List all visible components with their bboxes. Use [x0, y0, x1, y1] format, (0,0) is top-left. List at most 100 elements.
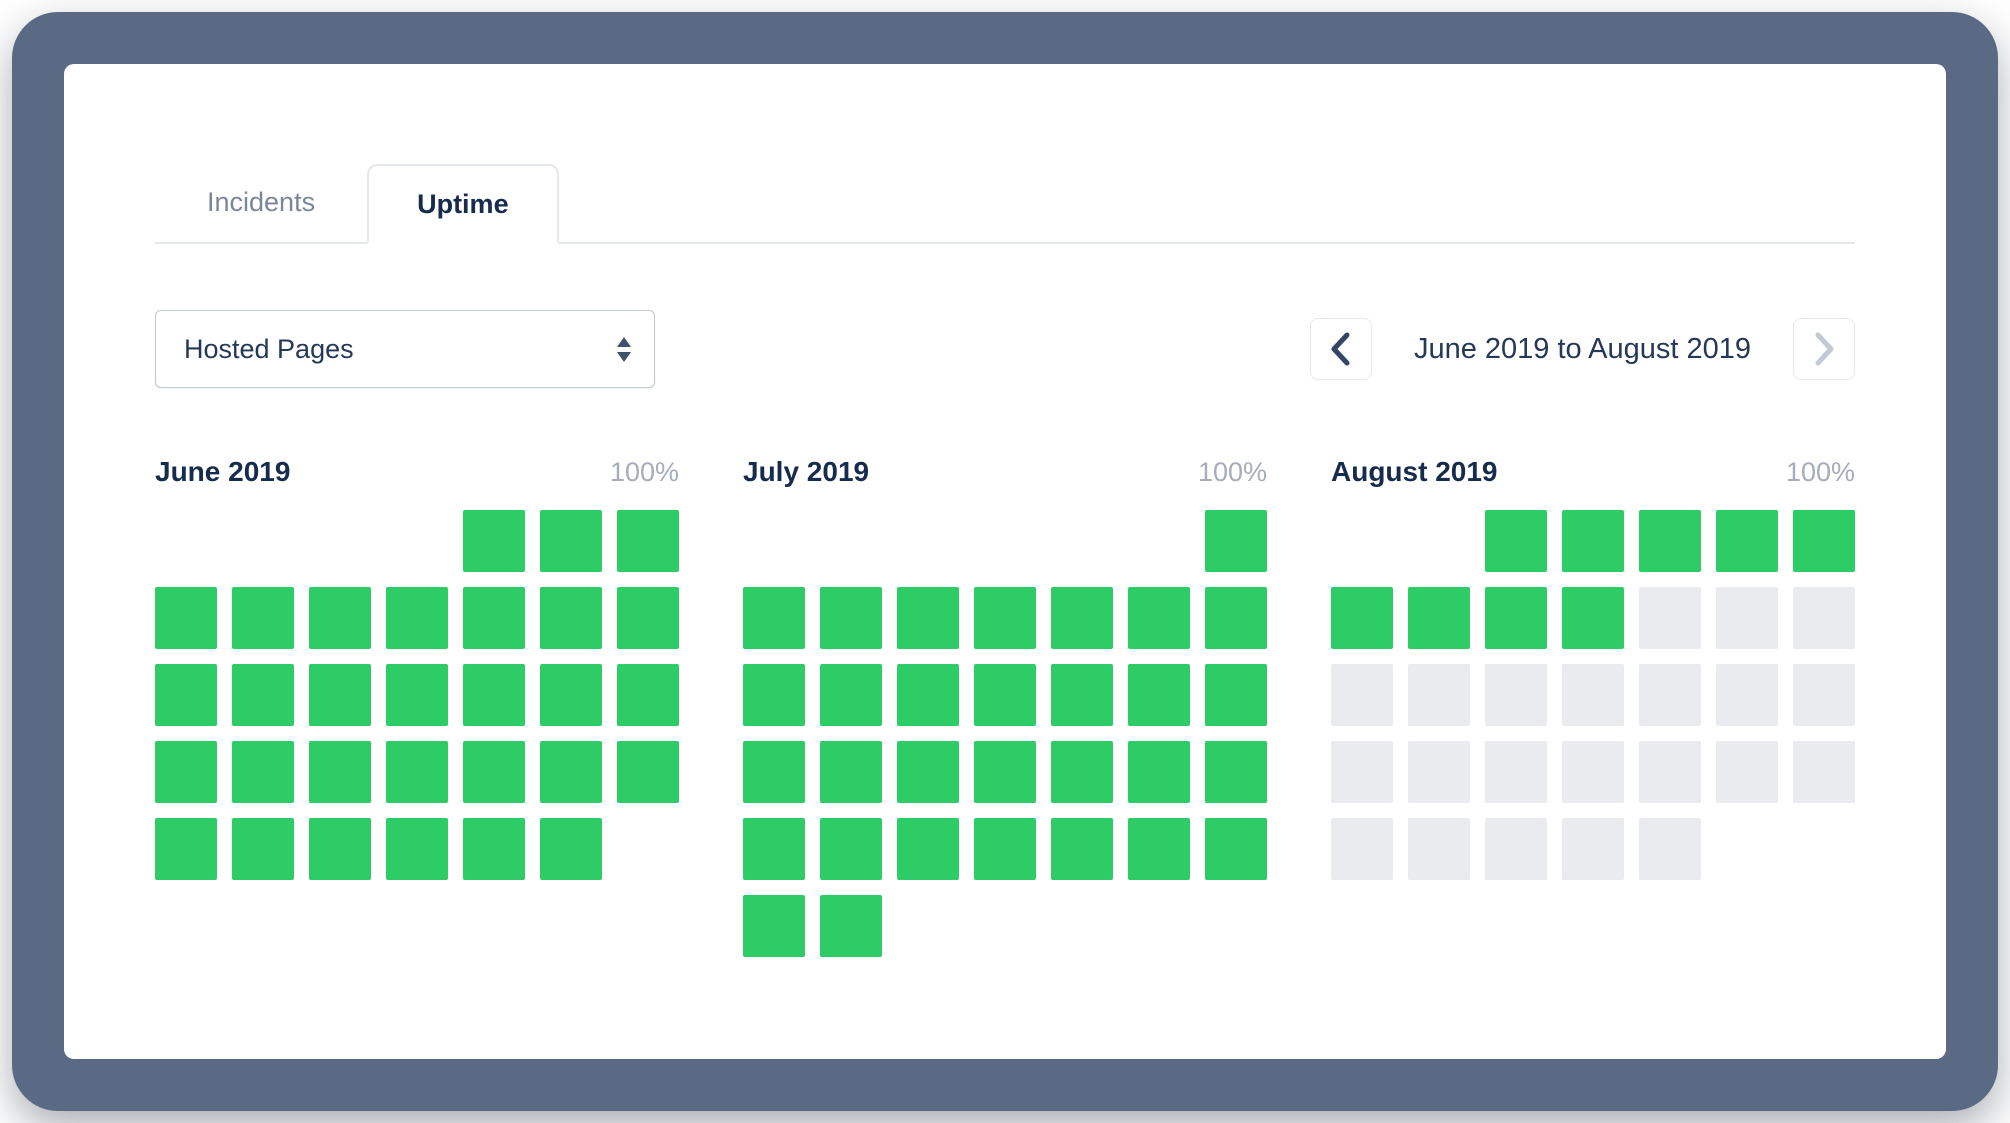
uptime-day-cell[interactable] [743, 895, 805, 957]
uptime-day-cell[interactable] [820, 664, 882, 726]
uptime-day-cell[interactable] [1485, 818, 1547, 880]
uptime-day-cell[interactable] [1331, 587, 1393, 649]
uptime-day-cell[interactable] [1716, 741, 1778, 803]
uptime-day-cell[interactable] [540, 510, 602, 572]
uptime-day-cell[interactable] [897, 587, 959, 649]
uptime-day-cell[interactable] [155, 818, 217, 880]
next-range-button[interactable] [1793, 318, 1855, 380]
uptime-day-cell[interactable] [820, 895, 882, 957]
uptime-day-cell[interactable] [1331, 741, 1393, 803]
uptime-day-cell[interactable] [820, 741, 882, 803]
uptime-day-cell[interactable] [463, 741, 525, 803]
uptime-day-cell[interactable] [1205, 741, 1267, 803]
uptime-day-cell[interactable] [232, 741, 294, 803]
month-name: August 2019 [1331, 456, 1498, 487]
uptime-day-cell[interactable] [820, 587, 882, 649]
uptime-day-cell[interactable] [463, 664, 525, 726]
uptime-day-cell[interactable] [1639, 587, 1701, 649]
uptime-day-cell[interactable] [1562, 510, 1624, 572]
uptime-day-cell[interactable] [309, 587, 371, 649]
uptime-day-cell[interactable] [1485, 664, 1547, 726]
uptime-day-cell[interactable] [974, 741, 1036, 803]
uptime-day-cell[interactable] [1485, 741, 1547, 803]
uptime-day-cell[interactable] [1408, 818, 1470, 880]
uptime-day-cell[interactable] [617, 587, 679, 649]
uptime-day-cell[interactable] [1793, 510, 1855, 572]
uptime-day-cell[interactable] [1716, 664, 1778, 726]
uptime-day-cell[interactable] [1128, 741, 1190, 803]
uptime-day-cell[interactable] [309, 818, 371, 880]
uptime-day-cell[interactable] [1639, 510, 1701, 572]
uptime-day-cell[interactable] [309, 664, 371, 726]
uptime-day-cell[interactable] [386, 587, 448, 649]
uptime-day-cell[interactable] [1639, 664, 1701, 726]
uptime-day-cell[interactable] [463, 587, 525, 649]
uptime-day-cell[interactable] [386, 818, 448, 880]
uptime-day-cell[interactable] [463, 818, 525, 880]
uptime-day-cell[interactable] [386, 664, 448, 726]
uptime-day-cell[interactable] [1051, 664, 1113, 726]
uptime-day-cell[interactable] [540, 818, 602, 880]
uptime-day-cell[interactable] [1331, 818, 1393, 880]
status-page-card: Incidents Uptime Hosted Pages [64, 64, 1946, 1059]
uptime-day-cell[interactable] [1128, 818, 1190, 880]
uptime-day-cell[interactable] [617, 510, 679, 572]
uptime-day-cell[interactable] [386, 741, 448, 803]
uptime-day-cell[interactable] [1793, 664, 1855, 726]
uptime-day-cell[interactable] [743, 587, 805, 649]
uptime-day-cell[interactable] [743, 818, 805, 880]
uptime-day-cell[interactable] [1205, 664, 1267, 726]
uptime-day-cell[interactable] [1408, 741, 1470, 803]
uptime-day-cell[interactable] [1562, 587, 1624, 649]
uptime-day-cell[interactable] [617, 664, 679, 726]
uptime-day-cell[interactable] [1051, 818, 1113, 880]
uptime-day-cell[interactable] [1485, 510, 1547, 572]
uptime-day-cell[interactable] [1051, 587, 1113, 649]
uptime-day-cell[interactable] [1331, 664, 1393, 726]
uptime-day-cell[interactable] [155, 664, 217, 726]
page-filter-select[interactable]: Hosted Pages [155, 310, 655, 388]
uptime-day-cell[interactable] [540, 664, 602, 726]
uptime-day-cell[interactable] [1639, 818, 1701, 880]
uptime-day-cell[interactable] [1205, 587, 1267, 649]
uptime-day-cell[interactable] [743, 741, 805, 803]
uptime-day-cell[interactable] [309, 741, 371, 803]
uptime-day-cell[interactable] [974, 818, 1036, 880]
uptime-day-cell[interactable] [1205, 510, 1267, 572]
uptime-day-cell[interactable] [974, 664, 1036, 726]
uptime-day-cell[interactable] [1562, 818, 1624, 880]
uptime-day-cell[interactable] [974, 587, 1036, 649]
prev-range-button[interactable] [1309, 318, 1372, 380]
uptime-day-cell[interactable] [1485, 587, 1547, 649]
uptime-day-cell[interactable] [820, 818, 882, 880]
uptime-day-cell[interactable] [1408, 587, 1470, 649]
uptime-day-cell[interactable] [897, 741, 959, 803]
uptime-day-cell[interactable] [1205, 818, 1267, 880]
uptime-day-cell[interactable] [1051, 741, 1113, 803]
uptime-day-cell[interactable] [232, 664, 294, 726]
uptime-day-cell[interactable] [743, 664, 805, 726]
uptime-day-cell[interactable] [540, 587, 602, 649]
tab-uptime[interactable]: Uptime [367, 164, 559, 244]
uptime-day-cell[interactable] [232, 587, 294, 649]
uptime-day-cell[interactable] [897, 664, 959, 726]
month-uptime-percent: 100% [1197, 457, 1267, 487]
uptime-day-cell[interactable] [617, 741, 679, 803]
uptime-day-cell[interactable] [1562, 741, 1624, 803]
uptime-day-cell[interactable] [897, 818, 959, 880]
uptime-day-cell[interactable] [1408, 664, 1470, 726]
uptime-day-cell[interactable] [155, 741, 217, 803]
uptime-day-cell[interactable] [232, 818, 294, 880]
uptime-day-cell[interactable] [1793, 587, 1855, 649]
uptime-day-cell[interactable] [1562, 664, 1624, 726]
uptime-day-cell[interactable] [1128, 664, 1190, 726]
uptime-day-cell[interactable] [1716, 587, 1778, 649]
tab-incidents[interactable]: Incidents [155, 162, 367, 242]
uptime-day-cell[interactable] [1128, 587, 1190, 649]
uptime-day-cell[interactable] [463, 510, 525, 572]
uptime-day-cell[interactable] [540, 741, 602, 803]
uptime-day-cell[interactable] [1716, 510, 1778, 572]
uptime-day-cell[interactable] [1639, 741, 1701, 803]
uptime-day-cell[interactable] [155, 587, 217, 649]
uptime-day-cell[interactable] [1793, 741, 1855, 803]
